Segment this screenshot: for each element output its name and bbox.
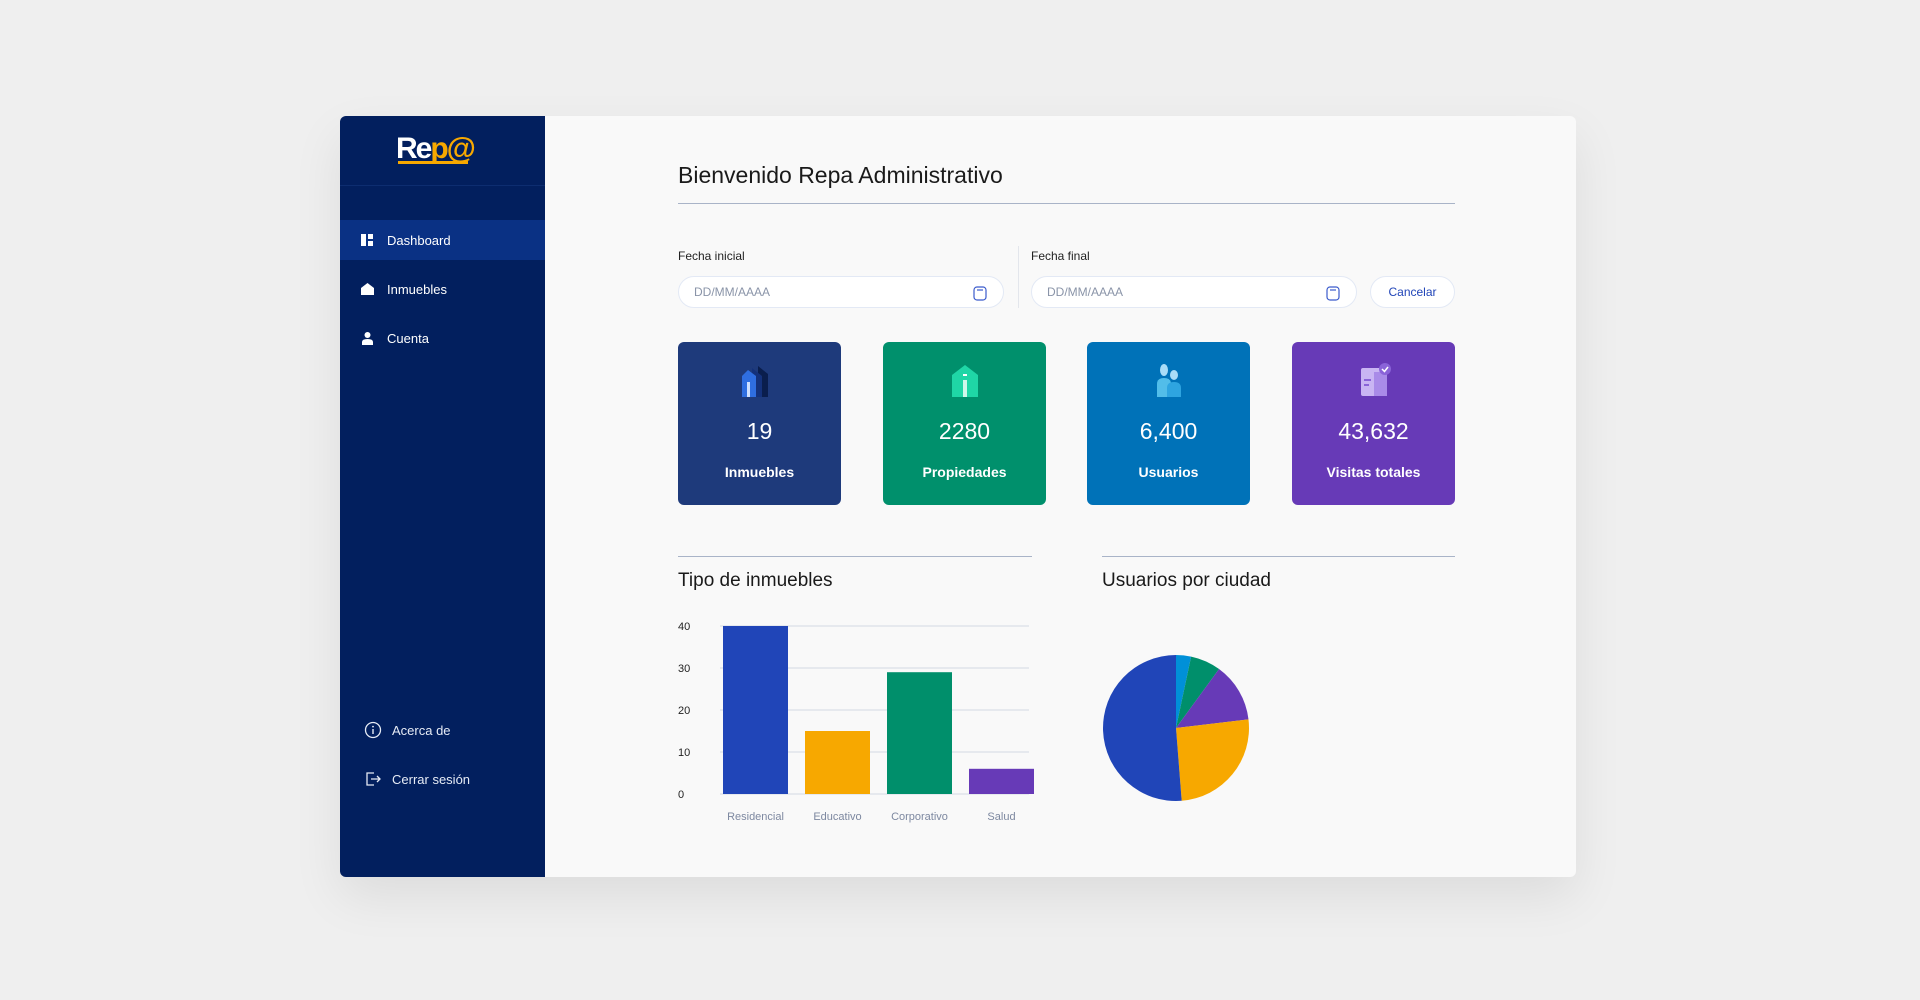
bar-section-divider (678, 556, 1032, 557)
bar-chart: 0 10 20 30 40 Residencial Educativo Corporativo… (678, 621, 1034, 823)
sidebar-item-label: Dashboard (387, 232, 451, 248)
end-date-placeholder: DD/MM/AAAA (1047, 285, 1124, 299)
stat-label: Usuarios (1138, 464, 1199, 480)
x-tick-label: Salud (987, 811, 1015, 823)
sidebar-item-label: Cerrar sesión (392, 771, 471, 787)
sidebar-item-cerrar-sesion[interactable]: Cerrar sesión (364, 770, 470, 788)
y-tick-label: 10 (678, 747, 690, 759)
calendar-icon[interactable] (1326, 285, 1340, 301)
y-tick-label: 0 (678, 789, 684, 801)
sidebar-item-label: Inmuebles (387, 281, 447, 297)
stat-value: 2280 (938, 418, 991, 444)
stat-card-propiedades[interactable]: 2280 Propiedades (883, 342, 1046, 505)
title-divider (678, 203, 1455, 204)
sidebar-item-cuenta[interactable]: Cuenta (340, 318, 545, 358)
stat-label: Inmuebles (724, 464, 795, 480)
pie-chart (1103, 655, 1249, 801)
stat-value: 43,632 (1338, 418, 1409, 444)
sidebar-item-dashboard[interactable]: Dashboard (340, 220, 545, 260)
calendar-icon[interactable] (973, 285, 987, 301)
logo-text: Re (396, 132, 432, 165)
pie-slice-monterrey (1176, 719, 1249, 801)
stat-card-inmuebles[interactable]: 19 Inmuebles (678, 342, 841, 505)
logout-icon (364, 770, 382, 788)
calendar-check-icon (1361, 363, 1391, 396)
bar-chart-title: Tipo de inmuebles (678, 570, 833, 591)
logo-accent: p@ (430, 132, 476, 165)
stat-value: 6,400 (1139, 418, 1198, 444)
page-title: Bienvenido Repa Administrativo (678, 162, 1003, 188)
start-date-label: Fecha inicial (678, 249, 745, 263)
sidebar-item-acerca[interactable]: Acerca de (364, 721, 451, 739)
start-date-input[interactable]: DD/MM/AAAA (678, 276, 1004, 308)
house-icon (952, 365, 978, 397)
x-tick-label: Residencial (727, 811, 784, 823)
pie-slice-puebla (1176, 669, 1249, 728)
pie-slice-guadalajara (1176, 656, 1220, 728)
pie-chart-title: Usuarios por ciudad (1102, 570, 1271, 591)
sidebar: Rep@ Dashboard Inmuebles Cuenta Acerca d… (340, 116, 545, 877)
x-tick-label: Corporativo (891, 811, 948, 823)
sidebar-divider (340, 185, 545, 186)
pie-section-divider (1102, 556, 1455, 557)
pie-slice-cdmx (1103, 655, 1182, 801)
bar-residencial (723, 626, 788, 794)
sidebar-item-label: Acerca de (392, 722, 451, 738)
y-tick-label: 20 (678, 705, 690, 717)
buildings-icon (742, 366, 768, 397)
app-window: Rep@ Dashboard Inmuebles Cuenta Acerca d… (340, 116, 1576, 877)
dashboard-icon (360, 233, 374, 247)
end-date-input[interactable]: DD/MM/AAAA (1031, 276, 1357, 308)
y-tick-label: 30 (678, 663, 690, 675)
x-tick-label: Educativo (813, 811, 861, 823)
bar-corporativo (887, 672, 952, 794)
filter-divider (1018, 246, 1019, 308)
info-icon (364, 721, 382, 739)
y-tick-label: 40 (678, 621, 690, 633)
end-date-label: Fecha final (1031, 249, 1090, 263)
stat-card-visitas[interactable]: 43,632 Visitas totales (1292, 342, 1455, 505)
pie-slice-querétaro (1176, 655, 1192, 728)
users-icon (1157, 364, 1181, 397)
sidebar-item-label: Cuenta (387, 330, 429, 346)
logo[interactable]: Rep@ (396, 132, 476, 166)
home-icon (360, 282, 374, 296)
user-icon (360, 331, 374, 345)
stat-label: Propiedades (922, 464, 1007, 480)
sidebar-item-inmuebles[interactable]: Inmuebles (340, 269, 545, 309)
bar-salud (969, 768, 1034, 794)
stat-label: Visitas totales (1326, 464, 1421, 480)
cancel-button[interactable]: Cancelar (1370, 276, 1455, 308)
start-date-placeholder: DD/MM/AAAA (694, 285, 771, 299)
bar-educativo (805, 731, 870, 794)
stat-card-usuarios[interactable]: 6,400 Usuarios (1087, 342, 1250, 505)
stat-value: 19 (746, 418, 773, 444)
